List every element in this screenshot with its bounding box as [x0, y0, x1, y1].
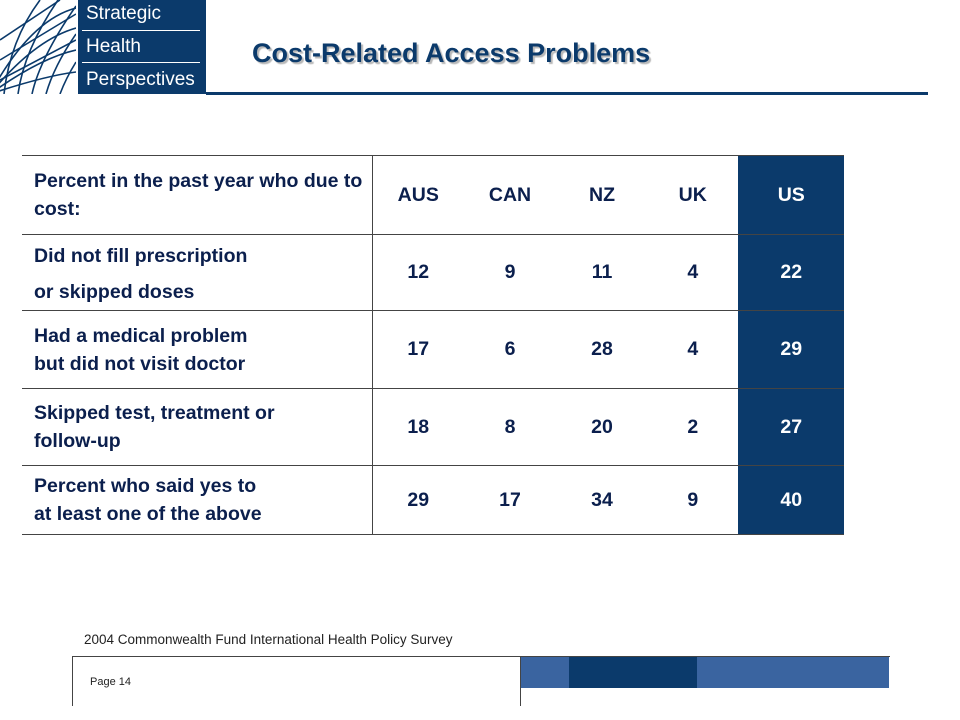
value-cell: 12 [372, 234, 464, 311]
value-cell: 4 [648, 234, 738, 311]
table-header-row: Percent in the past year who due to cost… [22, 155, 844, 235]
logo-text-panel: Strategic Health Perspectives [78, 0, 206, 94]
value-cell: 8 [464, 388, 556, 466]
row-label-line: Had a medical problem [34, 324, 248, 347]
page-number: Page 14 [90, 676, 131, 688]
footer-accent-bar [697, 657, 889, 688]
column-header-uk: UK [648, 155, 738, 235]
footer-divider [520, 656, 521, 706]
row-label: Had a medical problem but did not visit … [22, 310, 373, 389]
table-row: Had a medical problem but did not visit … [22, 310, 844, 389]
value-cell: 6 [464, 310, 556, 389]
value-cell-us: 22 [737, 234, 844, 311]
source-note: 2004 Commonwealth Fund International Hea… [84, 632, 453, 647]
footer-rule-left [72, 656, 73, 706]
row-label-line: follow-up [34, 430, 121, 452]
logo-line-perspectives: Perspectives [86, 69, 195, 90]
value-cell: 29 [372, 465, 464, 535]
table-row: Skipped test, treatment or follow-up 18 … [22, 388, 844, 466]
footer-accent-bar [569, 657, 697, 688]
header-label-cell: Percent in the past year who due to cost… [22, 155, 373, 235]
value-cell: 34 [556, 465, 648, 535]
slide-title: Cost-Related Access Problems [252, 38, 651, 68]
header-rule [206, 92, 928, 95]
value-cell: 2 [648, 388, 738, 466]
footer-rule [72, 656, 890, 657]
row-label-line: but did not visit doctor [34, 352, 246, 375]
value-cell: 4 [648, 310, 738, 389]
value-cell: 9 [464, 234, 556, 311]
table-row: Did not fill prescription or skipped dos… [22, 234, 844, 311]
value-cell-us: 40 [737, 465, 844, 535]
logo-line-health: Health [86, 36, 141, 57]
column-header-nz: NZ [556, 155, 648, 235]
row-label-line: at least one of the above [34, 503, 262, 525]
logo-divider [82, 62, 200, 63]
row-label-line: Skipped test, treatment or [34, 402, 275, 424]
footer-accent-bar [521, 657, 569, 688]
column-header-us: US [737, 155, 844, 235]
value-cell: 17 [464, 465, 556, 535]
value-cell: 18 [372, 388, 464, 466]
row-label: Skipped test, treatment or follow-up [22, 388, 373, 466]
value-cell: 9 [648, 465, 738, 535]
logo: Strategic Health Perspectives [0, 0, 206, 94]
row-label-line: Percent who said yes to [34, 475, 257, 497]
globe-logo-icon [0, 0, 76, 94]
value-cell-us: 29 [737, 310, 844, 389]
row-label: Percent who said yes to at least one of … [22, 465, 373, 535]
logo-divider [82, 30, 200, 31]
value-cell: 28 [556, 310, 648, 389]
value-cell: 11 [556, 234, 648, 311]
value-cell-us: 27 [737, 388, 844, 466]
column-header-aus: AUS [372, 155, 464, 235]
row-label: Did not fill prescription or skipped dos… [22, 234, 373, 311]
data-table: Percent in the past year who due to cost… [22, 155, 844, 535]
logo-line-strategic: Strategic [86, 3, 161, 24]
row-label-line: Did not fill prescription [34, 244, 248, 267]
value-cell: 17 [372, 310, 464, 389]
value-cell: 20 [556, 388, 648, 466]
row-label-line: or skipped doses [34, 280, 195, 303]
table-row: Percent who said yes to at least one of … [22, 465, 844, 535]
column-header-can: CAN [464, 155, 556, 235]
